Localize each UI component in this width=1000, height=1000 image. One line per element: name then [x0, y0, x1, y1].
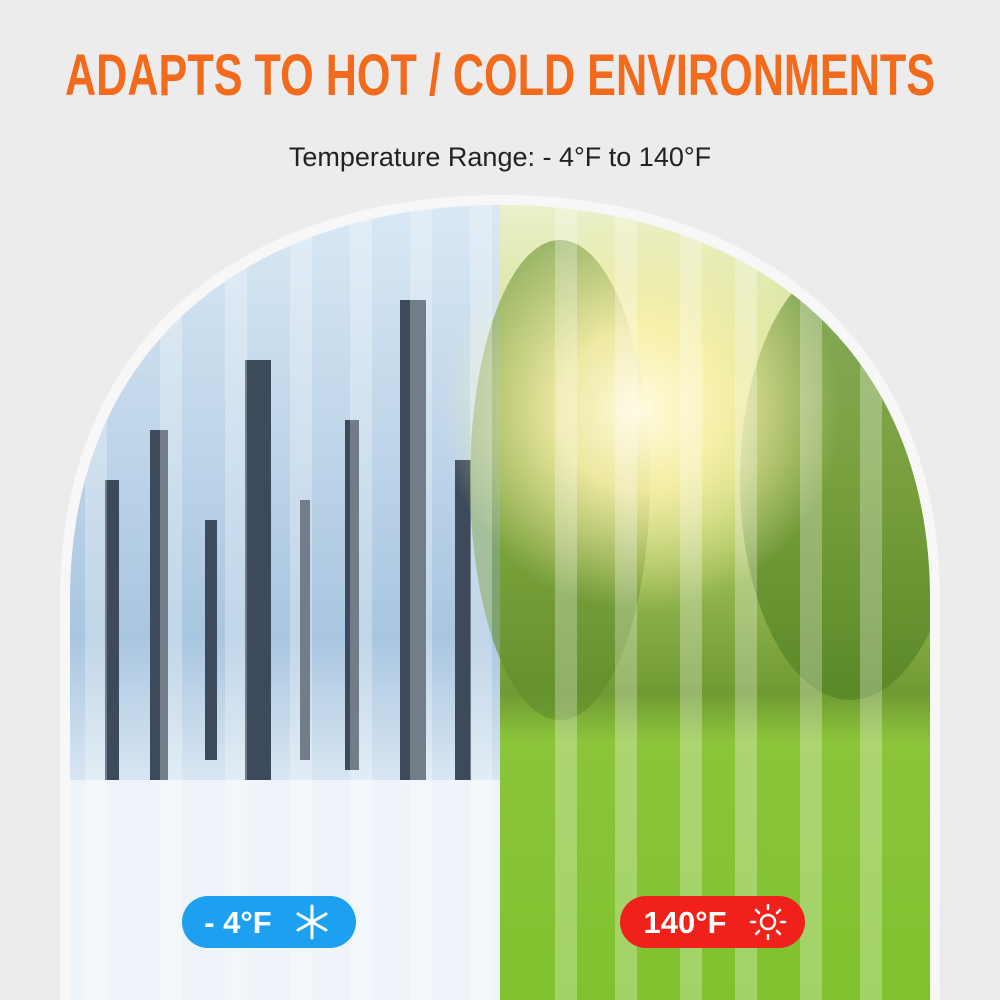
- sun-icon: [749, 903, 787, 941]
- snow-ground: [70, 780, 500, 1000]
- cold-label: - 4°F: [204, 905, 272, 940]
- hot-label: 140°F: [643, 905, 726, 940]
- subtitle: Temperature Range: - 4°F to 140°F: [289, 142, 711, 172]
- title: ADAPTS TO HOT / COLD ENVIRONMENTS: [65, 43, 935, 108]
- window: [70, 205, 930, 1000]
- snowflake-icon: [296, 904, 328, 940]
- winter-trees: [105, 300, 471, 840]
- hot-badge: [620, 896, 805, 948]
- curtain-strips: [85, 205, 882, 1000]
- sun-glow: [440, 210, 840, 610]
